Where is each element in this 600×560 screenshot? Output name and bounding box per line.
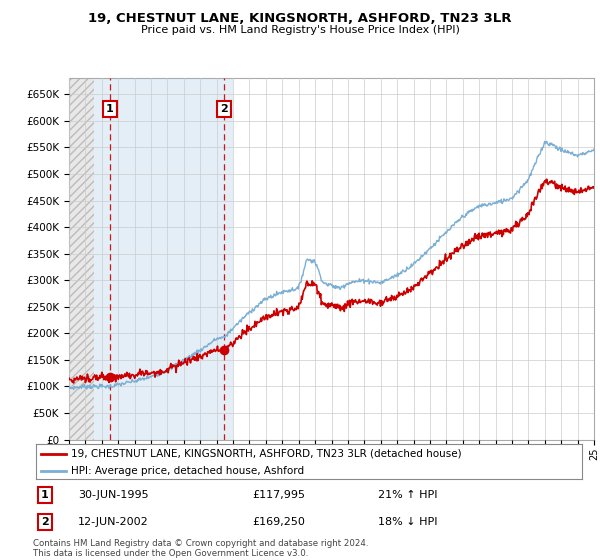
Text: 19, CHESTNUT LANE, KINGSNORTH, ASHFORD, TN23 3LR: 19, CHESTNUT LANE, KINGSNORTH, ASHFORD, … (88, 12, 512, 25)
Text: Price paid vs. HM Land Registry's House Price Index (HPI): Price paid vs. HM Land Registry's House … (140, 25, 460, 35)
Bar (94, 78, 233, 440)
Text: Contains HM Land Registry data © Crown copyright and database right 2024.
This d: Contains HM Land Registry data © Crown c… (33, 539, 368, 558)
Text: £169,250: £169,250 (252, 517, 305, 527)
Text: 1: 1 (41, 490, 49, 500)
Text: 2: 2 (41, 517, 49, 527)
Text: 1: 1 (106, 104, 114, 114)
Text: £117,995: £117,995 (252, 490, 305, 500)
Text: 30-JUN-1995: 30-JUN-1995 (78, 490, 149, 500)
Text: 19, CHESTNUT LANE, KINGSNORTH, ASHFORD, TN23 3LR (detached house): 19, CHESTNUT LANE, KINGSNORTH, ASHFORD, … (71, 449, 462, 459)
Text: 18% ↓ HPI: 18% ↓ HPI (378, 517, 437, 527)
Bar (69, 78, 94, 440)
Text: 2: 2 (220, 104, 228, 114)
Text: 21% ↑ HPI: 21% ↑ HPI (378, 490, 437, 500)
Text: 12-JUN-2002: 12-JUN-2002 (78, 517, 149, 527)
Text: HPI: Average price, detached house, Ashford: HPI: Average price, detached house, Ashf… (71, 466, 305, 476)
